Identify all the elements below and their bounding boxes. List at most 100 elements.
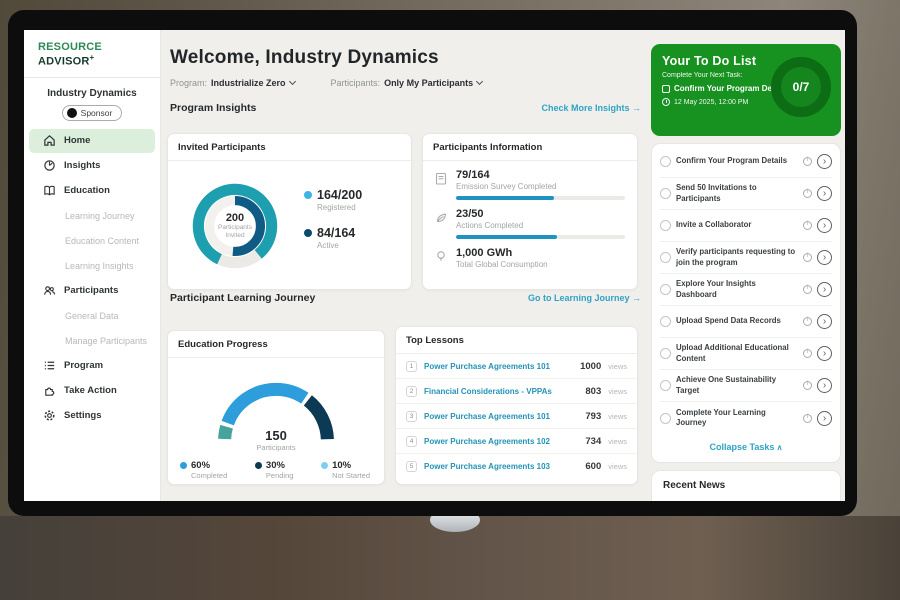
task-row[interactable]: Invite a Collaborator xyxy=(660,210,832,242)
sidebar-item-learning-insights[interactable]: Learning Insights xyxy=(29,254,155,278)
info-icon[interactable] xyxy=(803,157,812,166)
todo-next-task[interactable]: Confirm Your Program Details xyxy=(662,84,830,93)
lesson-link[interactable]: Financial Considerations - VPPAs xyxy=(424,386,552,396)
sidebar-item-label: Education Content xyxy=(65,235,140,246)
task-row[interactable]: Complete Your Learning Journey xyxy=(660,402,832,434)
card-title: Participants Information xyxy=(423,134,637,161)
task-row[interactable]: Verify participants requesting to join t… xyxy=(660,242,832,274)
task-label[interactable]: Verify participants requesting to join t… xyxy=(676,247,796,267)
card-title: Top Lessons xyxy=(396,327,637,354)
sidebar-item-label: Program xyxy=(64,360,104,372)
task-checkbox[interactable] xyxy=(660,220,671,231)
info-icon[interactable] xyxy=(803,253,812,262)
task-row[interactable]: Explore Your Insights Dashboard xyxy=(660,274,832,306)
chevron-right-icon[interactable] xyxy=(817,378,832,393)
chevron-right-icon[interactable] xyxy=(817,154,832,169)
go-to-learning-journey-link[interactable]: Go to Learning Journey xyxy=(528,293,641,303)
sponsor-icon xyxy=(66,107,77,118)
todo-due: 12 May 2025, 12:00 PM xyxy=(662,98,830,106)
lesson-views: 734 xyxy=(585,435,602,447)
action-icon xyxy=(45,387,55,396)
lesson-rank: 2 xyxy=(406,385,417,397)
chevron-right-icon[interactable] xyxy=(817,186,832,201)
sidebar-item-label: Take Action xyxy=(64,385,117,397)
sidebar: RESOURCE ADVISOR+ Industry Dynamics Spon… xyxy=(24,30,161,501)
leaf-icon xyxy=(435,208,449,230)
participants-filter-dropdown[interactable]: Participants: Only My Participants xyxy=(331,77,484,88)
task-row[interactable]: Upload Spend Data Records xyxy=(660,306,832,338)
task-checkbox[interactable] xyxy=(660,412,671,424)
gauge-legend-dot xyxy=(321,462,329,469)
todo-panel: Your To Do List Complete Your Next Task:… xyxy=(651,30,841,501)
lesson-row: 2 Financial Considerations - VPPAs 803 v… xyxy=(396,379,637,404)
task-label[interactable]: Complete Your Learning Journey xyxy=(676,407,766,427)
task-row[interactable]: Upload Additional Educational Content xyxy=(660,338,832,370)
sidebar-item-settings[interactable]: Settings xyxy=(29,404,155,428)
sidebar-item-participants[interactable]: Participants xyxy=(29,279,155,303)
chevron-right-icon[interactable] xyxy=(817,314,832,329)
program-filter-dropdown[interactable]: Program: Industrialize Zero xyxy=(170,77,296,88)
sidebar-item-general-data[interactable]: General Data xyxy=(29,304,155,328)
filter-bar: Program: Industrialize Zero Participants… xyxy=(170,77,651,88)
info-icon[interactable] xyxy=(803,381,812,390)
chevron-right-icon[interactable] xyxy=(817,346,832,361)
donut-ring-active xyxy=(204,195,266,257)
task-label[interactable]: Achieve One Sustainability Target xyxy=(676,375,777,395)
lesson-views-suffix: views xyxy=(608,436,627,446)
sidebar-item-education[interactable]: Education xyxy=(29,179,155,203)
people-icon xyxy=(44,286,56,295)
info-icon[interactable] xyxy=(803,221,812,230)
task-row[interactable]: Confirm Your Program Details xyxy=(660,146,832,178)
todo-due-label: 12 May 2025, 12:00 PM xyxy=(674,98,749,106)
task-checkbox[interactable] xyxy=(660,156,671,167)
chevron-right-icon[interactable] xyxy=(817,250,832,265)
task-label[interactable]: Invite a Collaborator xyxy=(676,220,752,230)
task-checkbox[interactable] xyxy=(660,348,671,359)
check-more-insights-link[interactable]: Check More Insights xyxy=(541,103,641,113)
task-checkbox[interactable] xyxy=(660,188,671,199)
legend-item-not-started: 10% Not Started xyxy=(321,460,370,480)
chevron-right-icon[interactable] xyxy=(817,410,832,426)
sidebar-item-program[interactable]: Program xyxy=(29,354,155,378)
sidebar-item-manage-participants[interactable]: Manage Participants xyxy=(29,329,155,353)
task-checkbox[interactable] xyxy=(660,284,671,295)
gauge-legend-dot xyxy=(254,462,262,469)
task-label[interactable]: Send 50 Invitations to Participants xyxy=(676,183,757,203)
sidebar-item-education-content[interactable]: Education Content xyxy=(29,229,155,253)
task-label[interactable]: Explore Your Insights Dashboard xyxy=(676,279,756,299)
task-row[interactable]: Send 50 Invitations to Participants xyxy=(660,178,832,210)
task-checkbox[interactable] xyxy=(660,252,671,263)
lesson-row: 1 Power Purchase Agreements 101 1000 vie… xyxy=(396,354,637,379)
sidebar-item-take-action[interactable]: Take Action xyxy=(29,379,155,403)
lesson-rank: 3 xyxy=(406,410,417,422)
chevron-right-icon[interactable] xyxy=(817,218,832,233)
actions-progress-track xyxy=(456,235,625,239)
info-icon[interactable] xyxy=(803,285,812,294)
legend-item-pending: 30% Pending xyxy=(254,460,293,480)
task-label[interactable]: Upload Additional Educational Content xyxy=(676,343,789,363)
todo-title: Your To Do List xyxy=(662,54,757,68)
sidebar-item-insights[interactable]: Insights xyxy=(29,154,155,178)
task-label[interactable]: Confirm Your Program Details xyxy=(676,156,788,166)
info-icon[interactable] xyxy=(803,189,812,198)
info-icon[interactable] xyxy=(803,317,812,326)
lesson-link[interactable]: Power Purchase Agreements 101 xyxy=(424,411,550,421)
info-icon[interactable] xyxy=(803,413,812,423)
info-icon[interactable] xyxy=(803,349,812,358)
task-label[interactable]: Upload Spend Data Records xyxy=(676,316,781,326)
lesson-link[interactable]: Power Purchase Agreements 103 xyxy=(424,462,550,471)
lesson-views: 793 xyxy=(585,410,602,422)
sidebar-nav: Home Insights Education Learning Journey… xyxy=(24,128,160,428)
task-checkbox[interactable] xyxy=(660,380,671,391)
sidebar-item-learning-journey[interactable]: Learning Journey xyxy=(29,204,155,228)
task-checkbox[interactable] xyxy=(660,316,671,327)
chevron-right-icon[interactable] xyxy=(817,282,832,297)
lesson-link[interactable]: Power Purchase Agreements 102 xyxy=(424,436,550,446)
sidebar-item-home[interactable]: Home xyxy=(29,128,155,153)
task-row[interactable]: Achieve One Sustainability Target xyxy=(660,370,832,402)
lesson-link[interactable]: Power Purchase Agreements 101 xyxy=(424,361,550,371)
lesson-row: 5 Power Purchase Agreements 103 600 view… xyxy=(396,454,637,479)
collapse-tasks-link[interactable]: Collapse Tasks xyxy=(660,434,832,460)
sidebar-item-label: Insights xyxy=(64,160,101,172)
